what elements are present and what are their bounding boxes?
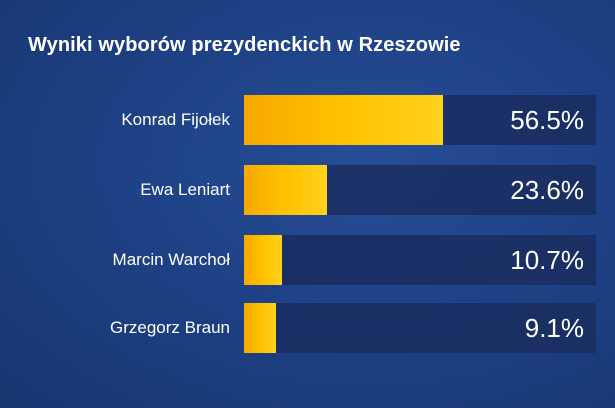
- bar-value-label: 9.1%: [524, 313, 584, 343]
- bar-label: Ewa Leniart: [140, 180, 230, 199]
- bar-value-label: 56.5%: [510, 105, 584, 135]
- bar: [244, 303, 277, 353]
- bar-row: Grzegorz Braun 9.1%: [0, 303, 615, 353]
- chart-title: Wyniki wyborów prezydenckich w Rzeszowie: [28, 34, 461, 56]
- bar-track: 56.5%: [244, 95, 596, 145]
- bar-row: Ewa Leniart 23.6%: [0, 165, 615, 215]
- bar-label: Marcin Warchoł: [112, 250, 230, 269]
- bar: [244, 165, 328, 215]
- bar: [244, 235, 282, 285]
- bar-row: Konrad Fijołek 56.5%: [0, 95, 615, 145]
- bar-value-label: 10.7%: [510, 245, 584, 275]
- bar-label: Grzegorz Braun: [110, 318, 230, 337]
- bar: [244, 95, 443, 145]
- bar-track: 10.7%: [244, 235, 596, 285]
- bar-label: Konrad Fijołek: [121, 110, 230, 129]
- bar-value-label: 23.6%: [510, 175, 584, 205]
- bar-track: 23.6%: [244, 165, 596, 215]
- bar-row: Marcin Warchoł 10.7%: [0, 235, 615, 285]
- bar-track: 9.1%: [244, 303, 596, 353]
